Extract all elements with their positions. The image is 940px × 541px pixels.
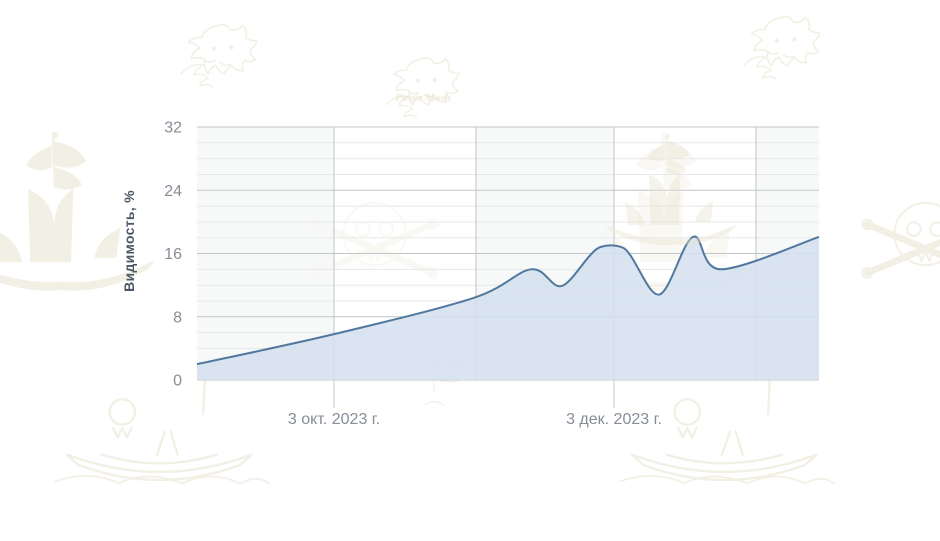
svg-text:3 окт. 2023 г.: 3 окт. 2023 г. bbox=[288, 411, 380, 428]
svg-text:24: 24 bbox=[164, 183, 182, 200]
svg-text:3 дек. 2023 г.: 3 дек. 2023 г. bbox=[566, 411, 662, 428]
svg-text:8: 8 bbox=[173, 309, 182, 326]
svg-text:16: 16 bbox=[164, 246, 182, 263]
svg-text:32: 32 bbox=[164, 120, 182, 137]
svg-text:0: 0 bbox=[173, 373, 182, 390]
svg-text:Видимость, %: Видимость, % bbox=[121, 190, 137, 292]
